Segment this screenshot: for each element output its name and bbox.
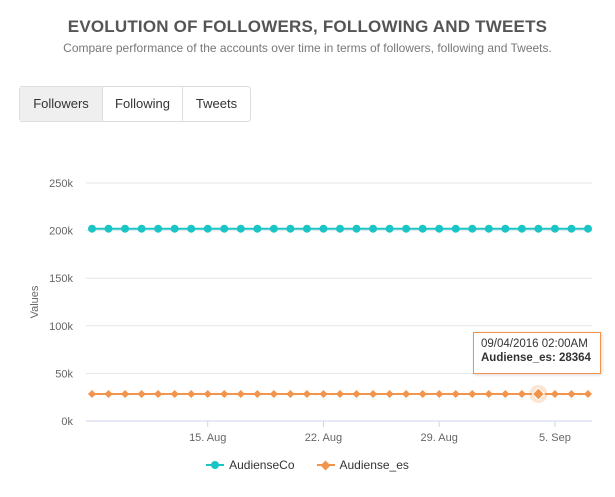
- point-0-26: [517, 224, 526, 233]
- point-0-16: [352, 224, 361, 233]
- point-0-0: [88, 224, 96, 233]
- chart-subtitle: Compare performance of the accounts over…: [63, 41, 552, 55]
- point-0-22: [451, 224, 460, 233]
- point-1-12: [286, 389, 295, 398]
- chart-legend: AudienseCo Audiense_es: [0, 458, 615, 472]
- x-tick-label-0: 15. Aug: [189, 432, 226, 444]
- point-1-22: [451, 389, 460, 398]
- point-0-6: [187, 224, 196, 233]
- legend-swatch-diamond: [316, 464, 335, 466]
- point-1-9: [236, 389, 245, 398]
- point-1-0: [88, 389, 96, 398]
- legend-swatch-circle: [206, 461, 225, 469]
- point-1-5: [170, 389, 179, 398]
- point-1-10: [253, 389, 262, 398]
- y-tick-label-1: 50k: [55, 368, 73, 380]
- point-0-24: [484, 224, 493, 233]
- point-1-21: [435, 389, 444, 398]
- point-1-25: [501, 389, 510, 398]
- point-1-4: [154, 389, 163, 398]
- point-1-16: [352, 389, 361, 398]
- point-0-7: [203, 224, 212, 233]
- tooltip-value: Audiense_es: 28364: [481, 352, 591, 364]
- tab-followers[interactable]: Followers: [20, 87, 102, 121]
- y-tick-label-3: 150k: [49, 273, 73, 285]
- x-tick-label-1: 22. Aug: [305, 432, 342, 444]
- y-tick-label-2: 100k: [49, 321, 73, 333]
- point-0-9: [236, 224, 245, 233]
- point-0-19: [402, 224, 411, 233]
- x-tick-label-3: 5. Sep: [539, 432, 571, 444]
- point-1-13: [302, 389, 311, 398]
- point-1-8: [220, 389, 229, 398]
- point-0-4: [154, 224, 163, 233]
- point-1-6: [187, 389, 196, 398]
- point-1-1: [104, 389, 113, 398]
- hover-point: [531, 387, 546, 401]
- point-1-7: [203, 389, 212, 398]
- legend-label-audienseco: AudienseCo: [229, 458, 295, 472]
- point-1-20: [418, 389, 427, 398]
- point-0-13: [302, 224, 311, 233]
- point-1-19: [402, 389, 411, 398]
- legend-label-audiense-es: Audiense_es: [339, 458, 409, 472]
- point-0-5: [170, 224, 179, 233]
- x-tick-label-2: 29. Aug: [421, 432, 458, 444]
- point-1-24: [484, 389, 493, 398]
- y-tick-label-4: 200k: [49, 226, 73, 238]
- tab-following[interactable]: Following: [102, 87, 182, 121]
- metric-tabs: Followers Following Tweets: [19, 86, 251, 122]
- point-1-23: [468, 389, 477, 398]
- point-0-8: [220, 224, 229, 233]
- point-1-17: [369, 389, 378, 398]
- point-0-25: [501, 224, 510, 233]
- point-0-30: [584, 224, 592, 233]
- point-0-1: [104, 224, 113, 233]
- point-0-27: [534, 224, 543, 233]
- point-0-17: [369, 224, 378, 233]
- point-0-18: [385, 224, 394, 233]
- point-0-15: [336, 224, 344, 233]
- point-0-2: [121, 224, 130, 233]
- point-0-3: [137, 224, 146, 233]
- point-1-30: [584, 389, 592, 398]
- y-tick-label-5: 250k: [49, 178, 73, 190]
- point-0-20: [418, 224, 427, 233]
- point-0-14: [319, 224, 328, 233]
- point-1-26: [517, 389, 526, 398]
- chart-tooltip: 09/04/2016 02:00AM Audiense_es: 28364: [473, 332, 601, 374]
- point-1-18: [385, 389, 394, 398]
- point-0-11: [269, 224, 278, 233]
- chart-title: EVOLUTION OF FOLLOWERS, FOLLOWING AND TW…: [67, 17, 548, 36]
- point-1-15: [336, 389, 344, 398]
- point-1-29: [567, 389, 576, 398]
- tab-tweets[interactable]: Tweets: [182, 87, 250, 121]
- y-tick-label-0: 0k: [61, 416, 73, 428]
- point-0-28: [550, 224, 559, 233]
- point-1-3: [137, 389, 146, 398]
- point-1-11: [269, 389, 278, 398]
- point-1-28: [550, 389, 559, 398]
- point-0-21: [435, 224, 444, 233]
- point-0-10: [253, 224, 262, 233]
- legend-item-audienseco[interactable]: AudienseCo: [206, 458, 295, 472]
- point-0-12: [286, 224, 295, 233]
- point-0-29: [567, 224, 576, 233]
- point-1-2: [121, 389, 130, 398]
- y-axis-label: Values: [29, 285, 41, 318]
- legend-item-audiense-es[interactable]: Audiense_es: [316, 458, 409, 472]
- tooltip-date: 09/04/2016 02:00AM: [481, 338, 588, 350]
- point-0-23: [468, 224, 477, 233]
- point-1-14: [319, 389, 328, 398]
